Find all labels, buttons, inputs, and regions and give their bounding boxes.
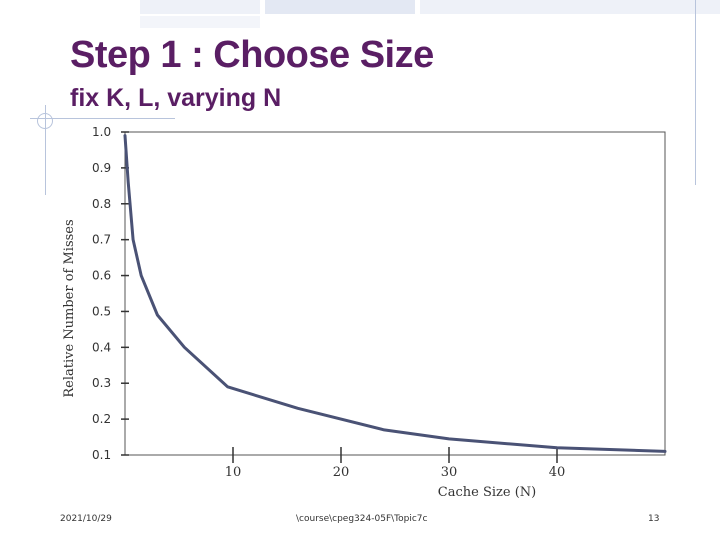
- plot-area-border: [124, 131, 666, 456]
- x-axis-label: Cache Size (N): [438, 485, 536, 500]
- y-tick-label: 0.4: [92, 340, 111, 354]
- footer-date: 2021/10/29: [60, 514, 112, 524]
- decorative-rule: [30, 118, 175, 119]
- y-axis-ticks: 1.0 0.9 0.8 0.7 0.6 0.5 0.4 0.3 0.2 0.1: [92, 125, 129, 462]
- x-tick-label: 30: [441, 465, 458, 480]
- chart-frame: [124, 131, 666, 456]
- y-axis-label: Relative Number of Misses: [62, 219, 77, 397]
- decorative-right-rule: [695, 0, 696, 185]
- y-tick-label: 0.2: [92, 412, 111, 426]
- page-number: 13: [648, 514, 660, 524]
- decorative-circle: [37, 113, 53, 129]
- x-tick-label: 10: [225, 465, 242, 480]
- top-decoration: [140, 0, 720, 28]
- x-tick-label: 20: [333, 465, 350, 480]
- y-tick-label: 0.5: [92, 304, 111, 318]
- y-tick-label: 0.3: [92, 376, 111, 390]
- slide-subtitle: fix K, L, varying N: [70, 84, 282, 112]
- chart-series: [123, 134, 667, 453]
- slide-title: Step 1 : Choose Size: [70, 34, 434, 76]
- decorative-vertical-rule: [45, 105, 46, 195]
- series-line-0: [123, 134, 667, 453]
- y-tick-label: 0.9: [92, 161, 111, 175]
- y-tick-label: 0.8: [92, 197, 111, 211]
- y-tick-label: 0.1: [92, 448, 111, 462]
- x-tick-label: 40: [549, 465, 566, 480]
- y-tick-label: 0.6: [92, 269, 111, 283]
- footer-path: \course\cpeg324-05F\Topic7c: [296, 514, 428, 524]
- y-tick-label: 1.0: [92, 125, 111, 139]
- x-axis-ticks: 10 20 30 40: [225, 447, 566, 480]
- y-tick-label: 0.7: [92, 233, 111, 247]
